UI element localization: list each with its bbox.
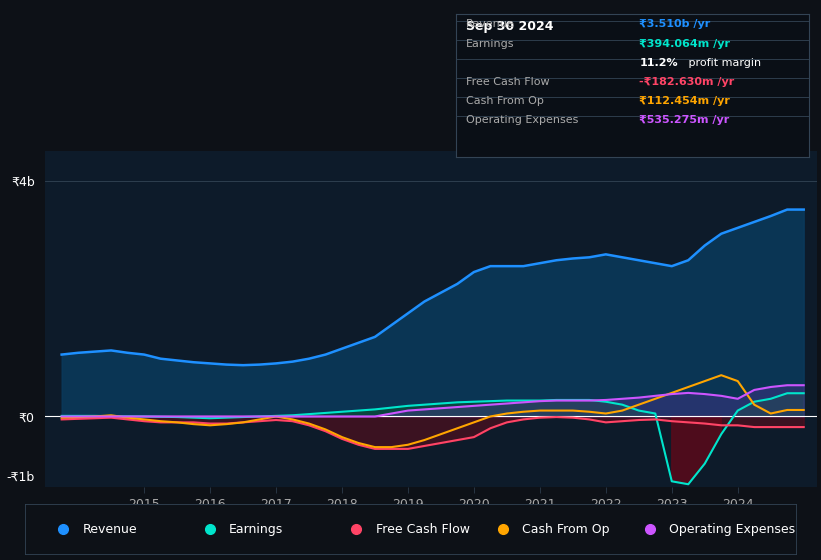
Text: ₹112.454m /yr: ₹112.454m /yr	[640, 96, 730, 106]
Text: ₹3.510b /yr: ₹3.510b /yr	[640, 20, 710, 30]
Text: Operating Expenses: Operating Expenses	[669, 522, 796, 536]
Text: Cash From Op: Cash From Op	[522, 522, 610, 536]
Text: 11.2%: 11.2%	[640, 58, 678, 68]
Text: Free Cash Flow: Free Cash Flow	[376, 522, 470, 536]
Text: Cash From Op: Cash From Op	[466, 96, 544, 106]
Text: Free Cash Flow: Free Cash Flow	[466, 77, 550, 87]
Text: ₹535.275m /yr: ₹535.275m /yr	[640, 115, 730, 125]
Text: Operating Expenses: Operating Expenses	[466, 115, 579, 125]
Text: -₹182.630m /yr: -₹182.630m /yr	[640, 77, 735, 87]
Text: Revenue: Revenue	[466, 20, 515, 30]
Text: Earnings: Earnings	[229, 522, 283, 536]
Text: Revenue: Revenue	[83, 522, 137, 536]
Text: Earnings: Earnings	[466, 39, 515, 49]
Text: Sep 30 2024: Sep 30 2024	[466, 20, 553, 32]
Text: ₹394.064m /yr: ₹394.064m /yr	[640, 39, 730, 49]
Text: profit margin: profit margin	[686, 58, 761, 68]
